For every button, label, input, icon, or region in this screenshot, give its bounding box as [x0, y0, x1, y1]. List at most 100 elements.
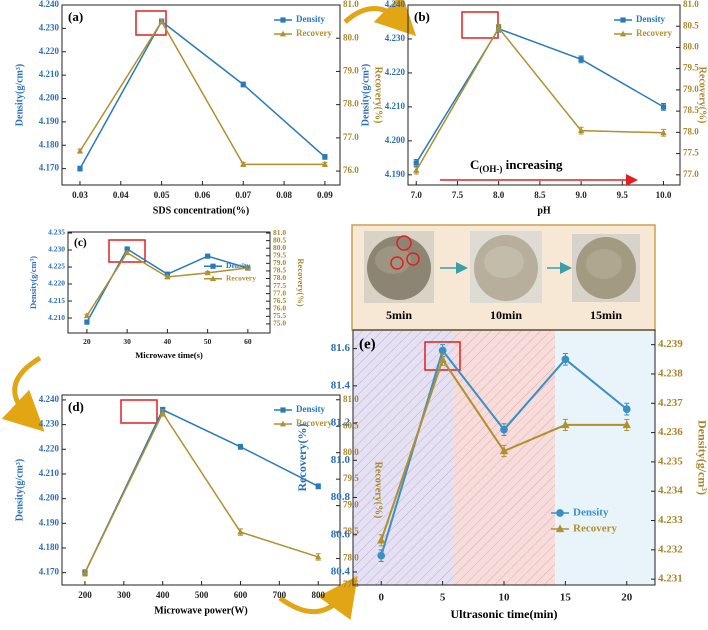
- marker: [83, 312, 91, 319]
- x-tick-label: 50: [204, 337, 212, 346]
- y-tick-label: 77.5: [343, 579, 359, 589]
- y-tick-label: 4.220: [39, 443, 60, 453]
- legend: Density Recovery: [614, 14, 672, 38]
- y-tick-label: 78.0: [343, 99, 359, 109]
- x-tick-label: 0.03: [72, 190, 88, 200]
- x-axis-title: Microwave power(W): [154, 605, 247, 616]
- legend-label: Recovery: [226, 273, 256, 282]
- y-tick-label: 75.0: [273, 319, 286, 328]
- marker: [240, 81, 246, 88]
- y-tick-label: 80.5: [683, 20, 699, 30]
- y-axis-title: Density(g/cm³): [28, 256, 38, 309]
- y-tick-label: 4.200: [39, 493, 60, 503]
- y-tick-label: 81.0: [343, 394, 359, 404]
- y-tick-label: 80.0: [273, 243, 286, 252]
- legend-label: Density: [226, 261, 250, 270]
- curved-arrow: [1, 355, 45, 432]
- highlight-box: [108, 239, 146, 263]
- marker: [622, 420, 631, 429]
- y-tick-label: 4.234: [658, 485, 683, 497]
- y-tick-label: 80.6: [331, 528, 351, 540]
- legend-label: Recovery: [296, 418, 332, 428]
- y-tick-label: 77.0: [273, 288, 286, 297]
- annotation-subscript: (OH-): [479, 164, 502, 174]
- y-tick-label: 4.180: [39, 542, 60, 552]
- legend-marker: [555, 524, 565, 533]
- y-axis-title: Recovery(%): [295, 424, 309, 492]
- marker: [561, 420, 570, 429]
- y-tick-label: 77.5: [683, 148, 699, 158]
- y-tick-label: 4.230: [48, 245, 65, 254]
- y-tick-label: 4.231: [658, 573, 683, 585]
- y-tick-label: 4.210: [385, 101, 406, 111]
- x-tick-label: 5: [440, 592, 446, 604]
- y2-axis-title: Recovery(%): [697, 67, 708, 124]
- legend-marker: [209, 275, 217, 282]
- y-tick-label: 4.233: [658, 514, 683, 526]
- marker: [577, 127, 585, 134]
- y-tick-label: 4.240: [385, 0, 406, 9]
- y2-axis-title: Recovery(%): [296, 258, 306, 306]
- x-tick-label: 400: [156, 590, 170, 600]
- y-tick-label: 77.0: [343, 132, 359, 142]
- x-tick-label: 30: [123, 337, 131, 346]
- legend-label: Recovery: [296, 28, 332, 38]
- y-tick-label: 79.5: [273, 250, 286, 259]
- legend-marker: [280, 407, 286, 413]
- y-tick-label: 4.239: [658, 338, 683, 350]
- y-tick-label: 76.0: [273, 303, 286, 312]
- x-tick-label: 0.09: [317, 190, 333, 200]
- marker: [81, 569, 89, 576]
- marker: [240, 161, 247, 167]
- y-tick-label: 4.190: [385, 169, 406, 179]
- y-tick-label: 4.200: [39, 93, 60, 103]
- y-tick-label: 4.220: [385, 67, 406, 77]
- series-line: [79, 20, 326, 169]
- y-axis-title: Density(g/cm³): [14, 459, 25, 521]
- y-tick-label: 4.235: [658, 455, 683, 467]
- x-tick-label: 200: [78, 590, 92, 600]
- y-tick-label: 78.5: [273, 266, 286, 275]
- x-tick-label: 500: [195, 590, 209, 600]
- x-tick-label: 0: [378, 592, 384, 604]
- x-tick-label: 9.5: [617, 190, 629, 200]
- y-tick-label: 4.170: [39, 567, 60, 577]
- x-tick-label: 300: [117, 590, 131, 600]
- marker: [413, 160, 419, 166]
- photo-label: 15min: [590, 308, 622, 322]
- marker: [438, 346, 447, 355]
- photo-label: 10min: [490, 308, 522, 322]
- y-tick-label: 4.230: [385, 33, 406, 43]
- legend: Density Recovery: [274, 14, 332, 38]
- legend-marker: [620, 17, 626, 23]
- y-tick-label: 4.238: [658, 367, 683, 379]
- legend-label: Density: [636, 14, 665, 24]
- legend: Density Recovery: [204, 261, 256, 282]
- y-tick-label: 4.190: [39, 517, 60, 527]
- x-tick-label: 8.5: [534, 190, 546, 200]
- y-tick-label: 80.4: [331, 566, 351, 578]
- y-tick-label: 79.0: [343, 500, 359, 510]
- marker: [413, 167, 420, 173]
- y-tick-label: 4.220: [48, 279, 65, 288]
- marker: [237, 528, 244, 535]
- y-tick-label: 4.180: [39, 139, 60, 149]
- y-tick-label: 79.0: [273, 258, 286, 267]
- legend-marker: [556, 509, 564, 517]
- legend-marker: [280, 17, 286, 23]
- highlight-box: [135, 10, 167, 36]
- marker: [377, 551, 386, 560]
- series-line: [79, 20, 325, 166]
- y-tick-label: 81.0: [683, 0, 699, 9]
- panel-label: (d): [68, 399, 84, 414]
- y-tick-label: 78.0: [343, 553, 359, 563]
- x-axis-title: Microwave time(s): [135, 350, 203, 360]
- series-line: [86, 247, 249, 323]
- y-tick-label: 78.5: [343, 526, 359, 536]
- y-tick-label: 76.5: [273, 296, 286, 305]
- y-tick-label: 4.190: [39, 116, 60, 126]
- marker: [164, 273, 171, 280]
- series-line: [415, 26, 664, 171]
- marker: [500, 425, 508, 434]
- x-tick-label: 7.0: [411, 190, 423, 200]
